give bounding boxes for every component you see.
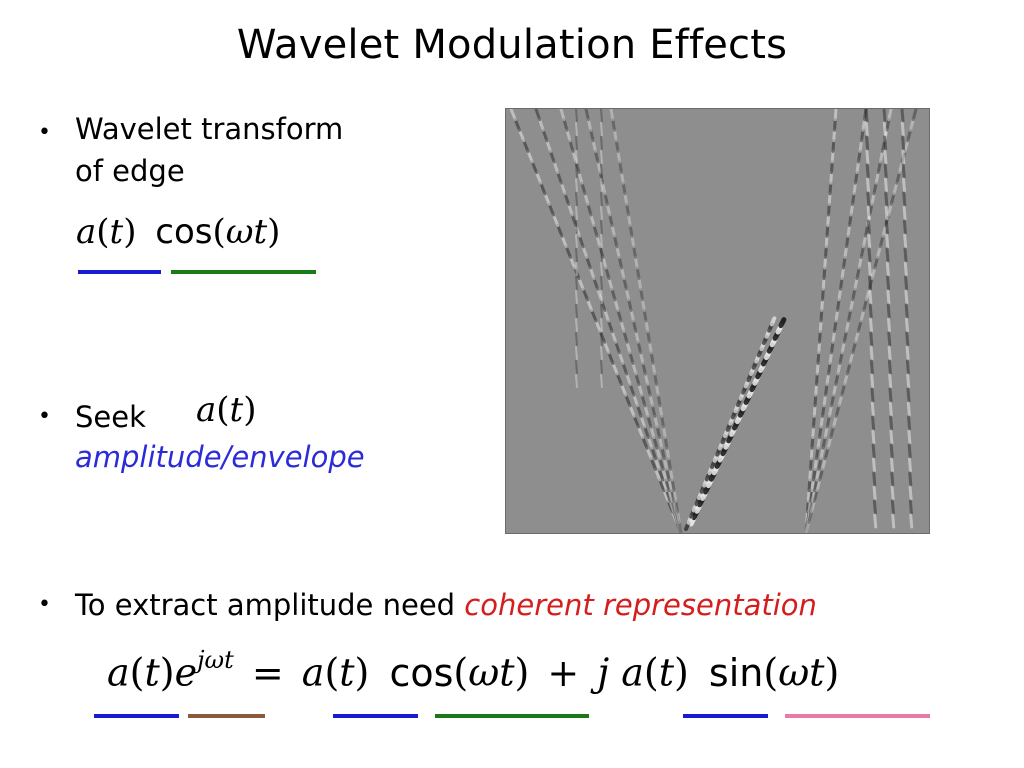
coherent-prefix: To extract amplitude need [75, 588, 465, 622]
amplitude-underline [683, 714, 768, 718]
math-cos-arg: (ωt) [212, 212, 281, 252]
amplitude-underline [78, 270, 161, 274]
amplitude-underline [333, 714, 418, 718]
bullet-line: of edge [75, 154, 185, 188]
math-paren-t: (t) [96, 212, 137, 252]
coherent-emphasis: coherent representation [464, 588, 817, 622]
wavelet-image-canvas [509, 109, 918, 533]
cosine-underline [435, 714, 589, 718]
bullet-wavelet-transform: Wavelet transform of edge [75, 108, 343, 192]
formula-edge: a(t) cos(ωt) [76, 212, 280, 252]
amplitude-envelope-text: amplitude/envelope [75, 440, 365, 474]
bullet-marker: • [38, 404, 51, 429]
formula-coherent: a(t)ejωt = a(t) cos(ωt) + j a(t) sin(ωt) [107, 646, 840, 695]
slide-title: Wavelet Modulation Effects [236, 22, 788, 68]
bullet-marker: • [38, 120, 51, 145]
bullet-seek: Seek [75, 396, 146, 438]
math-cos: cos [155, 212, 213, 252]
amplitude-underline [94, 714, 179, 718]
sine-underline [785, 714, 930, 718]
formula-envelope: a(t) [196, 390, 257, 430]
exponential-underline [188, 714, 265, 718]
seek-label: Seek [75, 400, 146, 434]
bullet-coherent: To extract amplitude need coherent repre… [75, 584, 817, 626]
math-a: a [76, 212, 97, 252]
bullet-marker: • [38, 592, 51, 617]
wavelet-coefficient-image [505, 108, 930, 534]
bullet-line: Wavelet transform [75, 112, 344, 146]
cosine-underline [171, 270, 316, 274]
